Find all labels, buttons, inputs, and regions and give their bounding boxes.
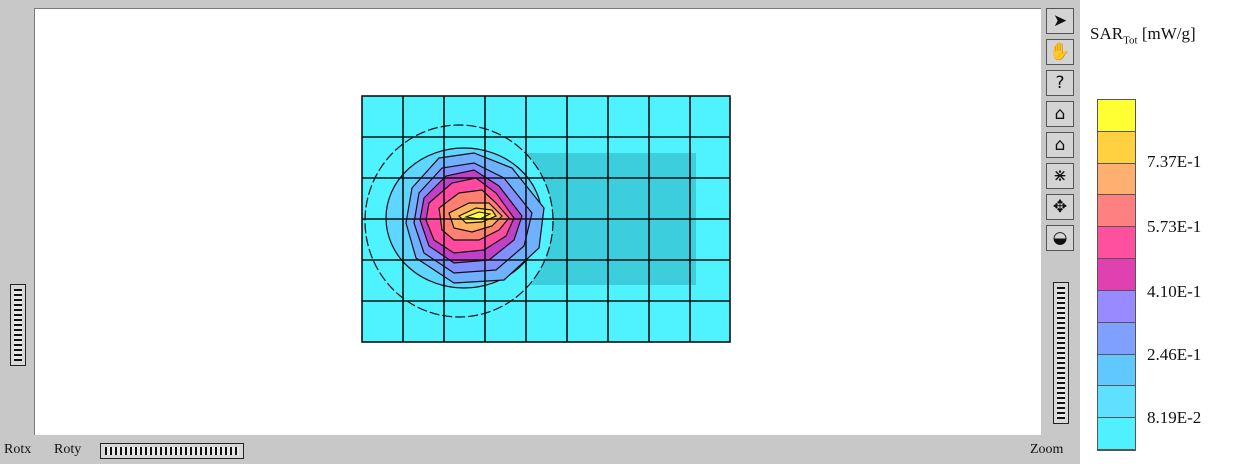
legend-swatch	[1098, 100, 1135, 132]
legend-swatch	[1098, 290, 1135, 323]
legend-swatch	[1098, 227, 1135, 260]
move-icon[interactable]: ✥	[1046, 194, 1074, 220]
legend-label: 2.46E-1	[1147, 345, 1202, 364]
pointer-icon[interactable]: ➤	[1046, 8, 1074, 34]
legend-swatch	[1098, 386, 1135, 419]
sar-distribution-plot[interactable]	[34, 8, 1040, 434]
rotx-label: Rotx	[4, 442, 32, 457]
legend-label: 5.73E-1	[1147, 217, 1202, 236]
legend-swatch	[1098, 418, 1135, 450]
help-icon[interactable]: ?	[1046, 70, 1074, 96]
legend-title-main: SAR	[1090, 24, 1124, 43]
legend-title-sub: Tot	[1123, 34, 1138, 47]
legend-label: 7.37E-1	[1147, 152, 1202, 171]
color-scale-bar	[1097, 99, 1136, 451]
legend-swatch	[1098, 195, 1135, 228]
legend-swatch	[1098, 354, 1135, 387]
legend-swatch	[1098, 322, 1135, 355]
roty-label: Roty	[54, 442, 82, 457]
legend-label: 8.19E-2	[1147, 408, 1202, 427]
zoom-label: Zoom	[1030, 442, 1064, 457]
legend-swatch	[1098, 259, 1135, 291]
legend-title: SARTot [mW/g]	[1090, 24, 1196, 46]
rotx-vertical-slider[interactable]	[10, 284, 26, 366]
shade-icon[interactable]: ◒	[1046, 225, 1074, 251]
grid-icon[interactable]: ⋇	[1046, 163, 1074, 189]
legend-title-unit: [mW/g]	[1141, 24, 1196, 43]
mesh-grid	[361, 95, 731, 343]
zoom-slider[interactable]	[1053, 282, 1069, 424]
home-icon[interactable]: ⌂	[1046, 101, 1074, 127]
roty-slider[interactable]	[100, 443, 244, 459]
home-check-icon[interactable]: ⌂	[1046, 132, 1074, 158]
legend-label: 4.10E-1	[1147, 282, 1202, 301]
hand-icon[interactable]: ✋	[1046, 39, 1074, 65]
legend-swatch	[1098, 131, 1135, 164]
legend-swatch	[1098, 163, 1135, 196]
